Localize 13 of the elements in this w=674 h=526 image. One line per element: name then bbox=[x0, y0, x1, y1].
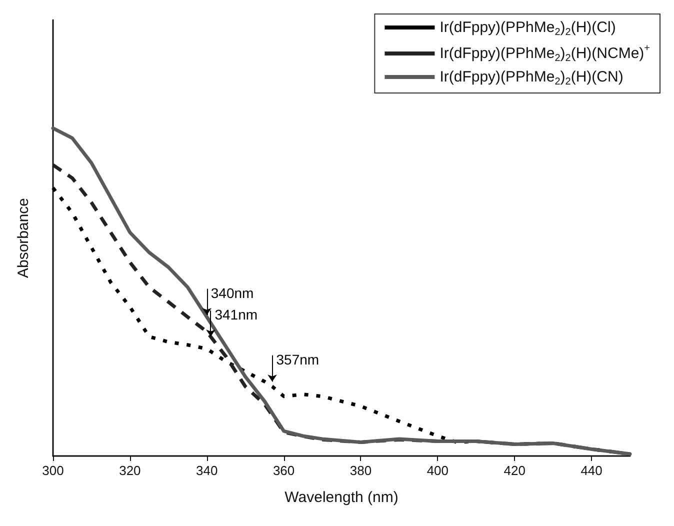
x-tick-label: 380 bbox=[350, 463, 372, 478]
annotation: 357nm bbox=[276, 351, 320, 368]
y-axis-title: Absorbance bbox=[15, 198, 32, 278]
x-tick-label: 400 bbox=[426, 463, 449, 478]
x-tick-label: 360 bbox=[272, 463, 295, 478]
x-tick-label: 340 bbox=[196, 463, 218, 478]
x-tick-label: 420 bbox=[504, 463, 526, 478]
x-tick-label: 300 bbox=[42, 463, 64, 478]
annotation: 341nm bbox=[214, 306, 258, 322]
x-axis-title: Wavelength (nm) bbox=[284, 489, 398, 506]
x-tick-label: 440 bbox=[580, 463, 602, 478]
annotation: 340nm bbox=[210, 284, 254, 301]
x-tick-label: 320 bbox=[119, 463, 141, 478]
